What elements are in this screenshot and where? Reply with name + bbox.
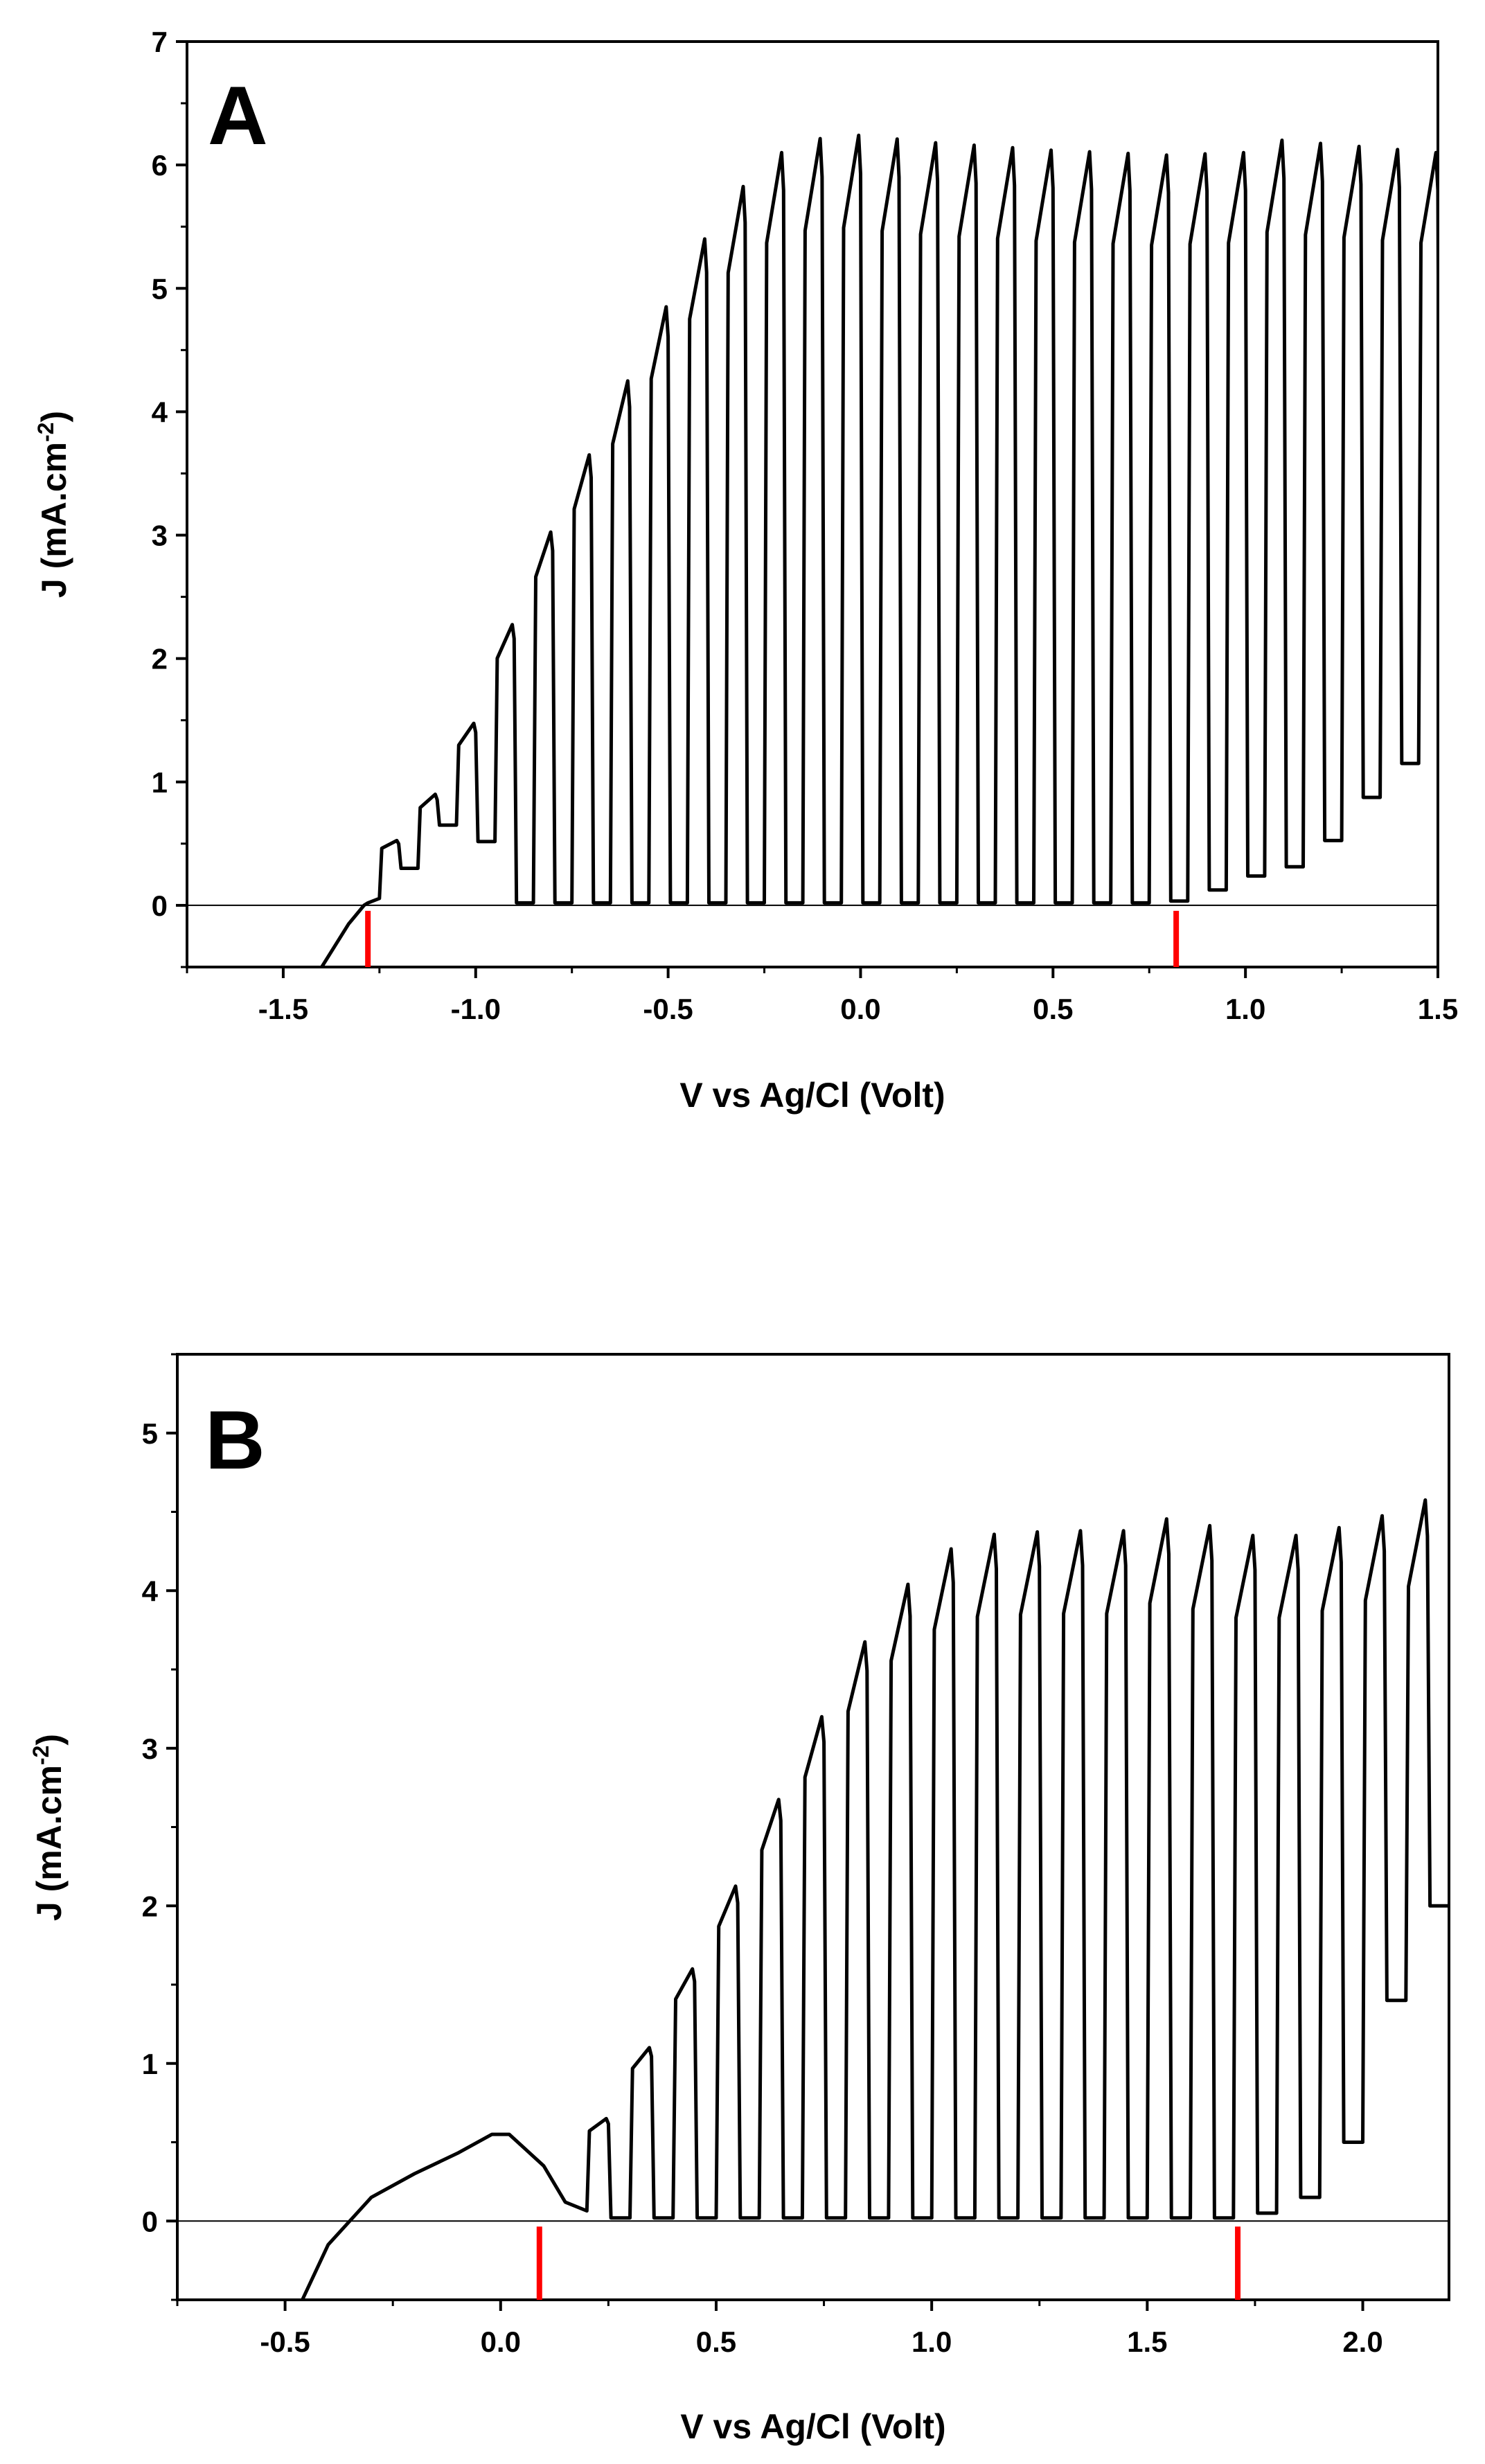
panel-a-markers xyxy=(365,910,1180,967)
panel-b-series xyxy=(177,1498,1449,2300)
panel-a-y-ticks: 0 1 2 3 4 5 6 7 xyxy=(152,26,187,922)
panel-a-chart: A -1.5 -1.0 -0.5 0.0 0.5 1.0 1.5 0 1 2 3… xyxy=(33,26,1458,1115)
panel-b-label: B xyxy=(205,1394,265,1487)
panel-b-y-tick-label: 2 xyxy=(142,1890,158,1922)
panel-a-chopped-photocurrent-curve xyxy=(320,133,1438,967)
panel-a-x-tick-label: -1.5 xyxy=(258,993,308,1025)
panel-b-x-tick-label: 0.5 xyxy=(696,2325,736,2358)
panel-b-y-tick-label: 0 xyxy=(142,2205,158,2237)
panel-b-minor-ticks xyxy=(171,1353,1256,2306)
panel-b-y-tick-label: 3 xyxy=(142,1732,158,1765)
panel-b-markers xyxy=(536,2226,1241,2300)
panel-b-y-axis-title-sup: -2 xyxy=(28,1746,53,1765)
panel-b-y-axis-title-close: ) xyxy=(30,1734,69,1746)
panel-b-chart: B -0.5 0.0 0.5 1.0 1.5 2.0 0 1 2 3 4 5 V… xyxy=(28,1353,1450,2446)
panel-a-label: A xyxy=(208,69,268,162)
panel-a-plot-area: A xyxy=(186,40,1439,968)
panel-a-y-tick-label: 2 xyxy=(152,643,168,675)
panel-a-y-tick-label: 5 xyxy=(152,272,168,305)
panel-b-y-axis-title: J (mA.cm-2) xyxy=(28,1734,69,1921)
panel-a-x-tick-label: 0.5 xyxy=(1033,993,1073,1025)
panel-a-y-tick-label: 7 xyxy=(152,26,168,58)
panel-a-x-tick-label: 0.0 xyxy=(840,993,880,1025)
panel-a-y-tick-label: 0 xyxy=(152,889,168,922)
panel-b-x-tick-label: 1.5 xyxy=(1127,2325,1167,2358)
panel-b-y-tick-label: 1 xyxy=(142,2048,158,2080)
panel-b-x-axis-title: V vs Ag/Cl (Volt) xyxy=(680,2407,945,2446)
panel-b-x-tick-label: -0.5 xyxy=(260,2325,310,2358)
panel-a-y-axis-title: J (mA.cm-2) xyxy=(33,411,73,598)
panel-a-y-tick-label: 1 xyxy=(152,766,168,799)
panel-a-y-axis-title-sup: -2 xyxy=(33,423,58,442)
panel-a-y-tick-label: 3 xyxy=(152,520,168,552)
panel-a-x-axis-title: V vs Ag/Cl (Volt) xyxy=(679,1076,945,1115)
panel-a-x-tick-label: 1.0 xyxy=(1225,993,1265,1025)
panel-b-plot-area: B xyxy=(176,1353,1450,2301)
panel-a-y-axis-title-close: ) xyxy=(35,411,73,423)
panel-b-y-axis-title-main: J (mA.cm xyxy=(30,1765,69,1921)
panel-b-x-tick-label: 2.0 xyxy=(1342,2325,1382,2358)
panel-b-chopped-photocurrent-curve xyxy=(301,1498,1449,2300)
panel-a-x-tick-label: -1.0 xyxy=(451,993,501,1025)
panel-b-x-ticks: -0.5 0.0 0.5 1.0 1.5 2.0 xyxy=(260,2300,1383,2358)
panel-a-y-tick-label: 6 xyxy=(152,149,168,181)
panel-b-x-tick-label: 1.0 xyxy=(912,2325,952,2358)
panel-a-y-axis-title-main: J (mA.cm xyxy=(35,442,73,598)
panel-a-minor-ticks xyxy=(181,102,1343,973)
panel-a-y-tick-label: 4 xyxy=(152,396,168,428)
panel-b-y-ticks: 0 1 2 3 4 5 xyxy=(142,1417,177,2237)
panel-b-x-tick-label: 0.0 xyxy=(481,2325,521,2358)
panel-a-x-ticks: -1.5 -1.0 -0.5 0.0 0.5 1.0 1.5 xyxy=(258,967,1458,1025)
panel-b-y-tick-label: 5 xyxy=(142,1417,158,1450)
panel-b-y-tick-label: 4 xyxy=(142,1575,159,1607)
panel-a-series xyxy=(187,133,1438,967)
panel-a-x-tick-label: 1.5 xyxy=(1418,993,1458,1025)
panel-a-x-tick-label: -0.5 xyxy=(643,993,693,1025)
